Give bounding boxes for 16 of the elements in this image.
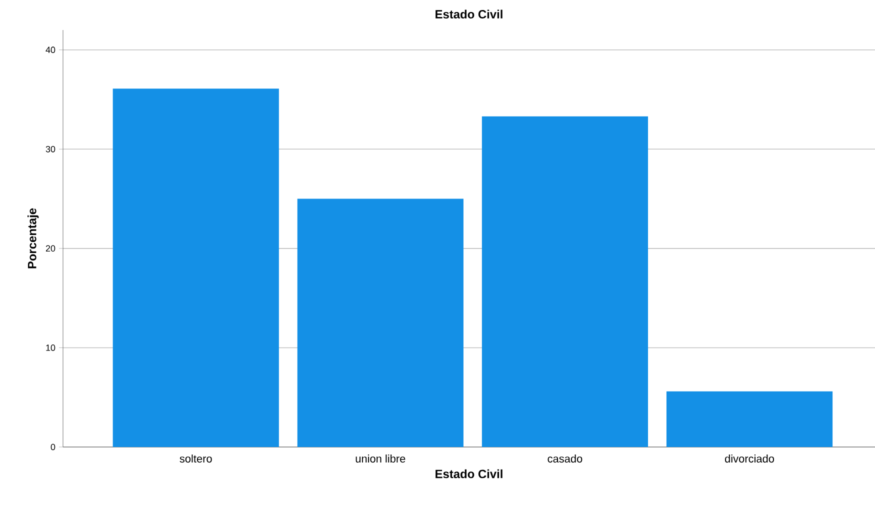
bar [666,391,833,447]
y-tick-label: 30 [46,146,56,152]
y-tick-label: 0 [50,444,56,450]
bar [112,88,279,447]
y-tick-label: 40 [46,46,56,54]
chart-title: Estado Civil [436,10,502,18]
x-tick-label: casado [548,454,582,463]
y-tick-label: 10 [46,344,56,351]
bar [482,116,648,447]
x-tick-label: union libre [356,454,406,463]
y-axis-title: Porcentaje [28,208,39,268]
bar [297,198,464,447]
y-tick-label: 20 [46,245,56,252]
x-tick-label: divorciado [724,454,774,463]
x-tick-label: soltero [180,454,212,463]
x-axis-title: Estado Civil [436,469,502,478]
